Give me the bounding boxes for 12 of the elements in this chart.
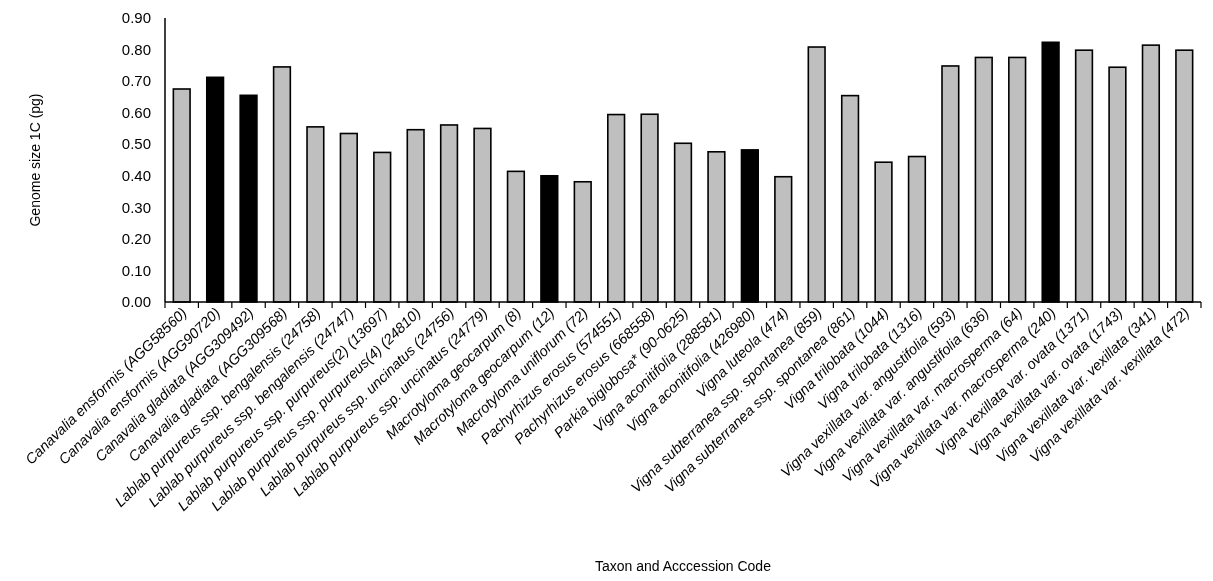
- y-tick-label: 0.50: [121, 135, 151, 153]
- y-tick-label: 0.20: [121, 230, 151, 248]
- y-tick-label: 0.40: [121, 167, 151, 185]
- x-axis-title: Taxon and Acccession Code: [595, 558, 772, 574]
- y-tick-label: 0.80: [121, 40, 151, 58]
- y-tick-label: 0.60: [121, 103, 151, 121]
- y-tick-label: 0.00: [121, 293, 151, 311]
- y-tick-label: 0.10: [121, 261, 151, 279]
- y-axis-title: Genome size 1C (pg): [27, 93, 43, 227]
- y-tick-label: 0.90: [121, 9, 151, 27]
- y-tick-label: 0.30: [121, 198, 151, 216]
- y-tick-label: 0.70: [121, 72, 151, 90]
